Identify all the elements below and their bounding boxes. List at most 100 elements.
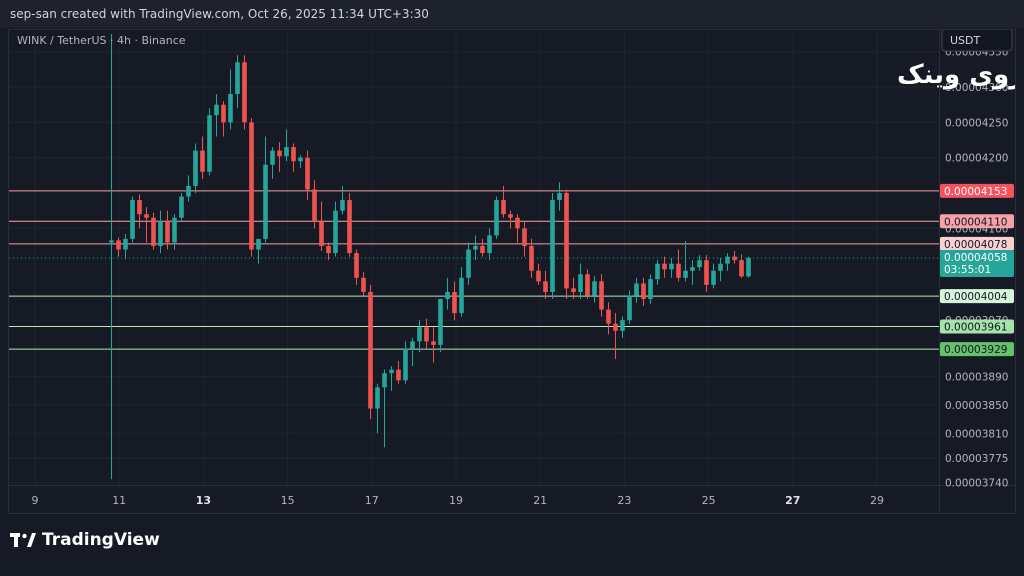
price-tick-label: 0.00003850: [945, 400, 1008, 412]
candle-body-down: [613, 323, 618, 331]
candle-body-down: [326, 246, 331, 254]
candle-body-up: [284, 147, 289, 157]
chart-title: حمایت‌ها و مقاومت‌های پیش روی وینک: [897, 60, 1015, 90]
candle-body-down: [529, 246, 534, 271]
price-tick-label: 0.00003890: [945, 372, 1008, 384]
candle-body-up: [557, 193, 562, 201]
candle-body-down: [354, 253, 359, 278]
candle-body-down: [116, 240, 121, 250]
candle-body-up: [466, 249, 471, 278]
price-tick-label: 0.00003775: [945, 453, 1008, 465]
candle-body-up: [697, 260, 702, 268]
candle-body-up: [193, 150, 198, 186]
current-price-label: 0.00004058: [944, 252, 1007, 264]
candle-body-down: [249, 122, 254, 250]
currency-button[interactable]: [941, 30, 1013, 52]
level-price-badge: [940, 214, 1014, 229]
level-price-label: 0.00004078: [944, 239, 1007, 251]
candle-body-up: [669, 263, 674, 270]
candle-body-up: [263, 164, 268, 239]
candle-body-up: [375, 387, 380, 409]
candle-body-down: [508, 214, 513, 218]
time-tick-label: 21: [533, 494, 547, 507]
candle-body-up: [186, 185, 191, 197]
tradingview-logo[interactable]: TradingView: [10, 530, 160, 550]
candle-body-down: [368, 291, 373, 409]
level-price-badge: [940, 289, 1014, 304]
candle-body-down: [704, 260, 709, 285]
level-price-label: 0.00004153: [944, 186, 1007, 198]
candle-body-up: [746, 258, 751, 277]
candle-body-up: [494, 200, 499, 236]
candle-body-up: [340, 200, 345, 211]
time-tick-label: 9: [32, 494, 39, 507]
candle-body-up: [382, 373, 387, 388]
candle-body-down: [676, 263, 681, 278]
candle-body-up: [487, 235, 492, 254]
candle-body-up: [270, 150, 275, 165]
current-price-badge: [940, 250, 1014, 278]
candle-body-up: [690, 267, 695, 271]
candle-body-down: [200, 150, 205, 172]
candle-body-up: [550, 200, 555, 292]
candle-body-down: [424, 327, 429, 342]
candle-body-down: [319, 221, 324, 246]
candle-body-down: [305, 157, 310, 190]
candle-body-down: [144, 214, 149, 218]
candle-body-up: [718, 263, 723, 271]
candlestick-chart[interactable]: 0.000043500.000043000.000042500.00004200…: [9, 30, 1015, 513]
candle-body-down: [221, 104, 226, 123]
candle-body-down: [606, 309, 611, 324]
candle-body-down: [662, 263, 667, 270]
level-price-label: 0.00003929: [944, 344, 1007, 356]
price-tick-label: 0.00004200: [945, 153, 1008, 165]
candle-body-up: [256, 238, 261, 250]
price-tick-label: 0.00004300: [945, 82, 1008, 94]
tradingview-logo-text: TradingView: [42, 530, 160, 550]
time-tick-label: 23: [617, 494, 631, 507]
level-price-badge: [940, 319, 1014, 334]
candle-body-down: [739, 260, 744, 277]
chart-panel[interactable]: 0.00004350 0.00004300 0.00004250 0.00004200…: [8, 29, 1016, 514]
level-price-badge: [940, 183, 1014, 198]
candle-body-up: [725, 256, 730, 264]
candle-body-up: [711, 270, 716, 285]
candle-body-down: [347, 200, 352, 254]
candle-body-up: [172, 217, 177, 243]
candle-body-down: [312, 189, 317, 222]
candle-body-up: [130, 200, 135, 239]
candle-body-up: [627, 295, 632, 321]
time-tick-label: 27: [785, 494, 800, 507]
price-tick-label: 0.00004250: [945, 117, 1008, 129]
candle-body-down: [543, 281, 548, 292]
time-tick-label: 29: [870, 494, 884, 507]
candle-body-down: [277, 150, 282, 157]
candle-body-up: [592, 281, 597, 296]
candle-body-up: [179, 196, 184, 218]
tradingview-logo-icon: [10, 533, 36, 547]
candle-body-up: [333, 210, 338, 254]
candle-body-down: [515, 217, 520, 229]
candle-body-up: [123, 238, 128, 250]
candle-body-down: [480, 246, 485, 254]
candle-body-down: [452, 291, 457, 314]
candle-body-down: [536, 270, 541, 282]
time-tick-label: 13: [196, 494, 211, 507]
time-tick-label: 15: [281, 494, 295, 507]
time-tick-label: 11: [112, 494, 126, 507]
candle-body-down: [396, 369, 401, 381]
candle-body-up: [445, 291, 450, 299]
candle-body-up: [634, 283, 639, 296]
level-price-label: 0.00004110: [944, 216, 1007, 228]
candle-body-down: [564, 193, 569, 289]
candle-body-down: [641, 283, 646, 299]
candle-body-down: [585, 274, 590, 296]
candle-body-up: [403, 348, 408, 381]
candle-body-up: [410, 341, 415, 349]
time-tick-label: 19: [449, 494, 463, 507]
candle-body-down: [431, 341, 436, 345]
attribution-bar: sep-san created with TradingView.com, Oc…: [0, 0, 1024, 28]
candle-body-up: [214, 104, 219, 116]
footer: [0, 514, 1024, 576]
level-price-label: 0.00004004: [944, 291, 1008, 303]
